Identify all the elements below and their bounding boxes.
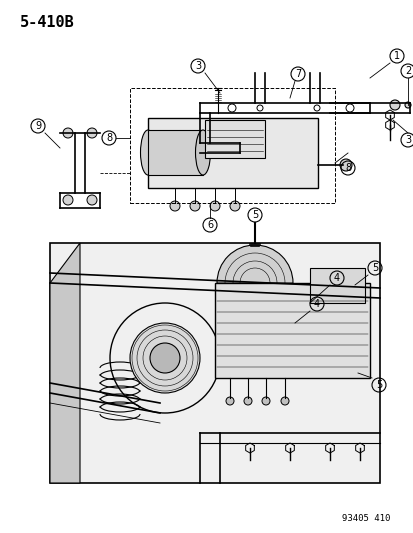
Circle shape: [63, 128, 73, 138]
Text: 2: 2: [404, 66, 410, 76]
Circle shape: [345, 104, 353, 112]
Wedge shape: [216, 245, 292, 283]
Circle shape: [230, 201, 240, 211]
Text: 5-410B: 5-410B: [20, 15, 75, 30]
Text: 8: 8: [106, 133, 112, 143]
Text: 9: 9: [35, 121, 41, 131]
Text: 93405 410: 93405 410: [341, 514, 389, 523]
Circle shape: [404, 102, 410, 108]
Text: 3: 3: [404, 135, 410, 145]
FancyBboxPatch shape: [147, 130, 202, 175]
Ellipse shape: [195, 130, 210, 175]
Circle shape: [389, 100, 399, 110]
Circle shape: [87, 128, 97, 138]
FancyBboxPatch shape: [309, 268, 364, 303]
Circle shape: [63, 195, 73, 205]
Polygon shape: [50, 243, 80, 483]
Circle shape: [228, 104, 235, 112]
Circle shape: [256, 105, 262, 111]
Text: 7: 7: [294, 69, 300, 79]
Circle shape: [209, 201, 219, 211]
Circle shape: [170, 201, 180, 211]
Circle shape: [225, 397, 233, 405]
Text: 5: 5: [375, 380, 381, 390]
Circle shape: [313, 105, 319, 111]
Text: 1: 1: [393, 51, 399, 61]
Ellipse shape: [140, 130, 155, 175]
Text: 4: 4: [313, 299, 319, 309]
Text: 6: 6: [206, 220, 213, 230]
FancyBboxPatch shape: [214, 283, 369, 378]
FancyBboxPatch shape: [50, 243, 379, 483]
Circle shape: [243, 397, 252, 405]
Circle shape: [190, 201, 199, 211]
FancyBboxPatch shape: [147, 118, 317, 188]
Circle shape: [150, 343, 180, 373]
Text: 3: 3: [195, 61, 201, 71]
FancyBboxPatch shape: [204, 120, 264, 158]
Text: 4: 4: [333, 273, 339, 283]
Circle shape: [87, 195, 97, 205]
Circle shape: [339, 159, 351, 171]
Text: 5: 5: [371, 263, 377, 273]
Text: 8: 8: [344, 163, 350, 173]
Circle shape: [261, 397, 269, 405]
Text: 5: 5: [251, 210, 257, 220]
Circle shape: [130, 323, 199, 393]
Circle shape: [280, 397, 288, 405]
